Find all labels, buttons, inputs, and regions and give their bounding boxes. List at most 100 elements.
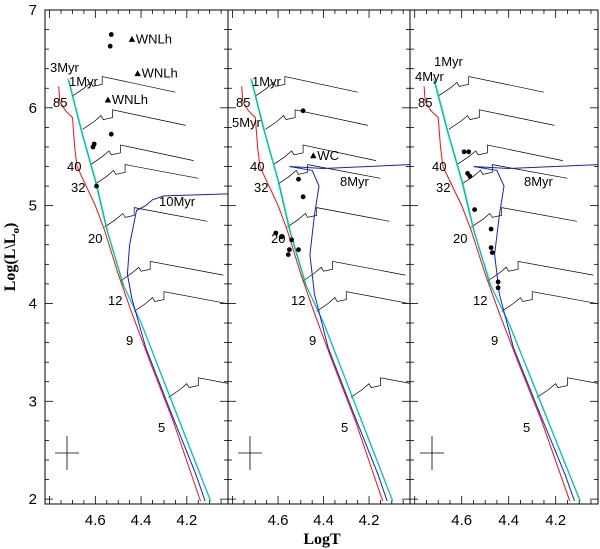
isochrone-label: 4Myr — [415, 69, 445, 84]
isochrone-label: 1Myr — [69, 74, 99, 89]
y-tick-label: 3 — [29, 393, 37, 410]
mass-label: 85 — [53, 95, 67, 110]
x-axis-title: LogT — [303, 531, 341, 548]
mass-label: 40 — [432, 159, 446, 174]
isochrone-young — [423, 86, 571, 502]
star-point — [466, 149, 472, 155]
star-point — [107, 43, 113, 49]
x-tick-label: 4.6 — [451, 512, 472, 529]
isochrone-layer — [58, 86, 598, 502]
panel-3-tracks — [433, 76, 598, 502]
wr-star-triangle — [128, 35, 136, 42]
label-layer: WNLhWNLhWNLh8540322012953Myr1Myr10Myr4.6… — [2, 2, 566, 548]
marker-layer — [55, 32, 501, 470]
mass-label: 85 — [418, 95, 432, 110]
evolution-track — [82, 109, 186, 130]
isochrone-old — [473, 164, 598, 502]
zams-line — [67, 78, 211, 500]
mass-label: 32 — [71, 180, 85, 195]
y-tick-label: 2 — [29, 491, 37, 508]
zams-line — [250, 78, 393, 500]
star-point — [296, 247, 301, 253]
isochrone-young — [58, 86, 201, 502]
star-point — [94, 183, 99, 189]
wr-type-label: WNLh — [142, 66, 178, 81]
isochrone-label: 5Myr — [232, 115, 262, 130]
x-tick-label: 4.2 — [176, 512, 197, 529]
mass-label: 40 — [67, 159, 81, 174]
panel-frame — [409, 9, 599, 505]
y-tick-label: 5 — [29, 198, 37, 215]
evolution-track — [302, 260, 406, 282]
mass-label: 5 — [158, 420, 165, 435]
star-point — [287, 247, 292, 253]
isochrone-label: 8Myr — [524, 174, 554, 189]
star-point — [489, 250, 495, 256]
wr-type-label: WNLh — [112, 92, 148, 107]
star-point — [296, 176, 301, 182]
mass-label: 5 — [523, 420, 530, 435]
star-point — [495, 279, 501, 285]
evolution-track — [168, 377, 228, 398]
evolution-track — [277, 164, 381, 185]
evolution-track — [487, 260, 594, 282]
x-tick-label: 4.2 — [545, 512, 566, 529]
mass-label: 40 — [250, 159, 264, 174]
isochrone-label: 1Myr — [252, 74, 282, 89]
star-point — [467, 173, 473, 179]
star-point — [300, 108, 306, 114]
zams-line — [433, 78, 580, 500]
evolution-track — [536, 377, 598, 398]
mass-label: 9 — [126, 333, 133, 348]
evolution-track — [134, 291, 228, 312]
evolution-track — [255, 76, 358, 97]
wr-star-triangle — [310, 152, 317, 159]
evolution-track — [95, 164, 199, 185]
wr-type-label: WNLh — [136, 31, 172, 46]
x-tick-label: 4.4 — [498, 512, 519, 529]
frame-layer — [44, 9, 599, 505]
star-point — [273, 230, 279, 236]
mass-label: 12 — [291, 293, 305, 308]
star-point — [488, 245, 494, 251]
star-point — [495, 285, 501, 291]
x-tick-label: 4.6 — [268, 512, 289, 529]
x-tick-label: 4.4 — [131, 512, 152, 529]
star-point — [461, 149, 467, 155]
evolution-track — [501, 291, 598, 312]
mass-label: 9 — [491, 333, 498, 348]
y-tick-label: 4 — [29, 296, 37, 313]
mass-label: 5 — [341, 420, 348, 435]
evolution-track — [461, 164, 568, 185]
y-axis-title: Log(L\Lo) — [2, 223, 22, 292]
isochrone-label: 10Myr — [159, 194, 196, 209]
star-point — [289, 237, 295, 243]
evolution-track — [448, 109, 555, 130]
evolution-track — [456, 144, 563, 165]
panel-1-tracks — [67, 76, 228, 502]
mass-label: 20 — [88, 231, 102, 246]
evolution-track — [104, 207, 208, 228]
wr-star-triangle — [134, 70, 141, 77]
isochrone-label: 1Myr — [434, 54, 464, 69]
isochrone-old — [289, 164, 410, 502]
panel-2-tracks — [250, 76, 410, 502]
wr-star-triangle — [104, 96, 112, 103]
mass-label: 85 — [236, 95, 250, 110]
evolution-track — [350, 377, 410, 398]
isochrone-label: 3Myr — [50, 60, 80, 75]
model-line — [434, 80, 581, 502]
star-point — [488, 226, 494, 232]
model-line — [251, 80, 394, 502]
evolution-track — [72, 76, 176, 97]
mass-label: 12 — [473, 293, 487, 308]
mass-label: 12 — [108, 293, 122, 308]
x-tick-label: 4.2 — [359, 512, 380, 529]
star-point — [90, 144, 96, 150]
evolution-track — [286, 207, 390, 228]
star-point — [279, 234, 284, 240]
isochrone-old — [126, 193, 228, 502]
y-tick-label: 7 — [29, 2, 37, 19]
evolution-track — [316, 291, 410, 312]
